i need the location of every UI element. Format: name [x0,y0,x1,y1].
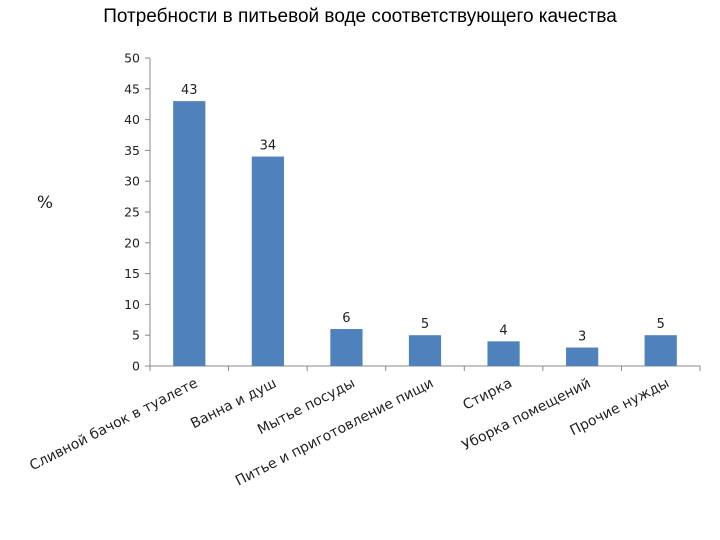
y-tick-label: 30 [124,174,140,189]
y-tick-label: 50 [124,51,140,66]
y-axis-label: % [37,193,53,213]
y-tick-label: 25 [124,205,140,220]
bar [330,329,363,366]
category-label: Стирка [460,375,514,413]
data-label: 5 [657,317,665,332]
bar [644,335,677,366]
y-tick-label: 40 [124,112,140,127]
category-label: Сливной бачок в туалете [27,375,200,474]
y-tick-label: 45 [124,81,140,96]
data-label: 6 [342,311,350,326]
data-label: 4 [499,323,507,338]
category-label: Уборка помещений [459,375,593,454]
y-axis: 0 5 10 15 20 25 30 35 40 45 50 [124,51,151,374]
data-label: 5 [421,317,429,332]
data-label: 3 [578,330,586,345]
bars [173,101,677,367]
data-label: 34 [260,139,277,154]
bar [487,341,520,366]
y-tick-label: 15 [124,266,140,281]
bar [251,156,284,366]
x-axis [149,365,701,371]
bar [173,101,206,367]
bar [566,347,599,366]
bar [408,335,442,366]
y-tick-label: 35 [124,143,140,158]
y-tick-label: 5 [132,328,140,343]
y-tick-label: 20 [124,235,140,250]
y-tick-label: 10 [124,297,140,312]
data-label: 43 [181,83,198,98]
chart-title: Потребности в питьевой воде соответствую… [103,6,617,27]
y-tick-label: 0 [132,359,140,374]
